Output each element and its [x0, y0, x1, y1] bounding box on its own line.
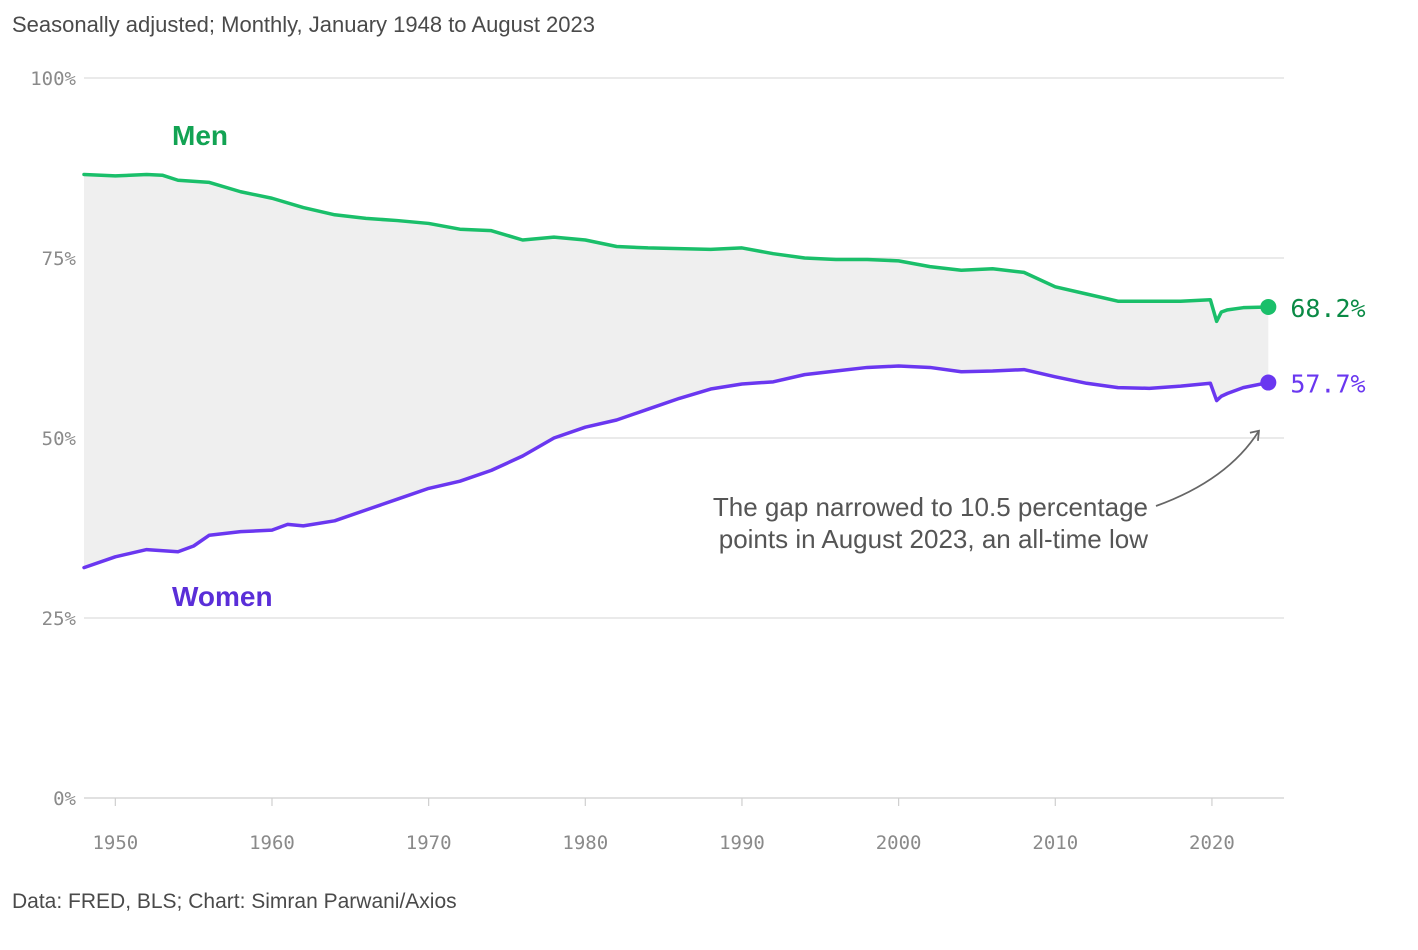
x-tick-label: 2010 — [1032, 832, 1078, 854]
annotation-arrowhead — [1249, 429, 1260, 441]
women-series-line — [82, 364, 1271, 570]
women-series-label: Women — [172, 581, 273, 612]
gap-area-layer — [84, 174, 1269, 568]
y-tick-label: 75% — [42, 248, 77, 270]
annotation-text-line: The gap narrowed to 10.5 percentage — [713, 492, 1148, 522]
annotation-arrow — [1155, 430, 1260, 507]
x-tick-label: 2000 — [876, 832, 922, 854]
x-tick-label: 2020 — [1189, 832, 1235, 854]
x-tick-label: 1950 — [92, 832, 138, 854]
y-tick-label: 50% — [42, 428, 77, 450]
chart-subtitle: Seasonally adjusted; Monthly, January 19… — [12, 12, 595, 37]
men-end-label: 68.2% — [1290, 294, 1365, 323]
y-tick-label: 100% — [30, 68, 76, 90]
x-tick-label: 1960 — [249, 832, 295, 854]
men-series-label: Men — [172, 120, 228, 151]
series-layer: 68.2% 57.7% Men Women — [82, 120, 1366, 612]
x-tick-label: 1980 — [562, 832, 608, 854]
annotation-layer: The gap narrowed to 10.5 percentagepoint… — [713, 429, 1260, 554]
women-end-point — [1260, 374, 1277, 391]
x-axis: 1950 1960 1970 1980 1990 2000 2010 2020 — [92, 798, 1235, 854]
y-tick-label: 25% — [42, 608, 77, 630]
x-tick-label: 1970 — [406, 832, 452, 854]
men-end-point — [1260, 298, 1277, 315]
gap-area — [84, 174, 1269, 568]
women-end-label: 57.7% — [1290, 370, 1365, 399]
y-tick-label: 0% — [53, 788, 76, 810]
chart-source: Data: FRED, BLS; Chart: Simran Parwani/A… — [12, 890, 457, 913]
men-series-line — [82, 172, 1271, 324]
annotation-text-line: points in August 2023, an all-time low — [719, 524, 1148, 554]
x-tick-label: 1990 — [719, 832, 765, 854]
